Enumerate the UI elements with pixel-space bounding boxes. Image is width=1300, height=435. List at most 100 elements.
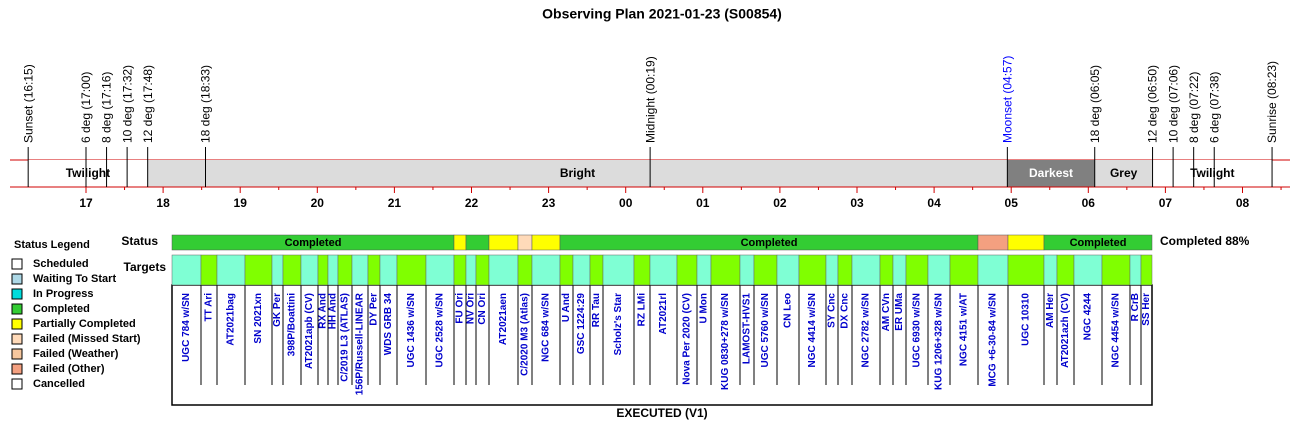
- target-name: C/2019 L3 (ATLAS): [340, 293, 351, 382]
- target-cell: [317, 254, 329, 286]
- target-name: TT Ari: [204, 293, 215, 322]
- target-name: AM CVn: [881, 293, 892, 331]
- target-name: C/2020 M3 (Atlas): [520, 293, 531, 376]
- band: [1094, 160, 1153, 187]
- legend-swatch: [11, 288, 23, 300]
- hour-label: 19: [234, 196, 248, 210]
- target-name: UGC 1436 w/SN: [406, 293, 417, 367]
- legend-swatch: [11, 333, 23, 345]
- target-cell: [798, 254, 827, 286]
- target-name: 156P/Russell-LINEAR: [355, 292, 366, 395]
- target-name: UGC 5760 w/SN: [760, 293, 771, 367]
- target-name: GSC 1224:29: [576, 293, 587, 355]
- target-cell: [425, 254, 455, 286]
- target-cell: [559, 254, 574, 286]
- target-cell: [1101, 254, 1131, 286]
- target-name: FU Ori: [455, 293, 466, 324]
- target-name: DY Per: [369, 293, 380, 326]
- footer: EXECUTED (V1): [616, 406, 707, 420]
- target-cell: [282, 254, 302, 286]
- target-cell: [465, 254, 477, 286]
- event-label: 18 deg (18:33): [199, 65, 213, 143]
- status-text: Completed: [1070, 237, 1127, 249]
- hour-label: 05: [1005, 196, 1019, 210]
- status-segment: [1007, 234, 1045, 251]
- target-name: CN Leo: [783, 293, 794, 328]
- target-cell: [517, 254, 533, 286]
- target-cell: [244, 254, 273, 286]
- status-segment: [517, 234, 533, 251]
- target-cell: [825, 254, 839, 286]
- target-name: NV Ori: [466, 293, 477, 324]
- legend-label: Completed: [33, 303, 90, 315]
- event-label: Sunrise (08:23): [1265, 61, 1279, 143]
- hour-label: 20: [311, 196, 325, 210]
- target-cell: [1007, 254, 1045, 286]
- legend-label: In Progress: [33, 288, 94, 300]
- status-text: Completed: [285, 237, 342, 249]
- target-cell: [300, 254, 319, 286]
- target-cell: [633, 254, 651, 286]
- target-cell: [367, 254, 381, 286]
- target-cell: [949, 254, 979, 286]
- target-cell: [351, 254, 369, 286]
- target-cell: [710, 254, 741, 286]
- event-label: 10 deg (07:06): [1166, 65, 1180, 143]
- status-segment: [1043, 234, 1153, 251]
- status-text: Completed: [741, 237, 798, 249]
- band: [147, 160, 1008, 187]
- target-name: ER UMa: [894, 293, 905, 331]
- target-name: RX And: [318, 293, 329, 329]
- targets-label: Targets: [124, 260, 167, 274]
- target-name: SY Cnc: [827, 293, 838, 328]
- target-name: UGC 10310: [1021, 293, 1032, 346]
- target-name: NGC 684 w/SN: [541, 293, 552, 362]
- target-cell: [879, 254, 894, 286]
- target-cell: [327, 254, 339, 286]
- band: [1152, 160, 1273, 187]
- target-name: AT2021aen: [498, 293, 509, 345]
- target-name: NGC 2782 w/SN: [861, 293, 872, 367]
- event-label: Midnight (00:19): [643, 56, 657, 143]
- target-name: MCG +6-30-84 w/SN: [988, 293, 999, 387]
- status-label: Status: [121, 234, 158, 248]
- target-name: Scholz's Star: [613, 293, 624, 356]
- status-segment: [977, 234, 1009, 251]
- target-name: RR Tau: [591, 293, 602, 327]
- target-cell: [337, 254, 353, 286]
- target-name: NGC 4414 w/SN: [807, 293, 818, 367]
- target-cell: [171, 254, 202, 286]
- target-name: AM Her: [1045, 293, 1056, 328]
- target-name: R CrB: [1130, 293, 1141, 321]
- target-cell: [1140, 254, 1153, 286]
- hour-label: 17: [79, 196, 93, 210]
- event-label: 8 deg (07:22): [1187, 72, 1201, 143]
- status-segment: [531, 234, 561, 251]
- event-label: 10 deg (17:32): [120, 65, 134, 143]
- hour-label: 03: [850, 196, 864, 210]
- legend-swatch: [11, 273, 23, 285]
- legend-label: Failed (Missed Start): [33, 333, 141, 345]
- event-label: 12 deg (06:50): [1146, 65, 1160, 143]
- target-cell: [1043, 254, 1058, 286]
- target-cell: [837, 254, 853, 286]
- target-cell: [453, 254, 467, 286]
- status-segment: [465, 234, 490, 251]
- legend-label: Waiting To Start: [33, 273, 116, 285]
- target-name: NGC 4151 w/AT: [959, 293, 970, 366]
- status-segment: [453, 234, 467, 251]
- target-cell: [892, 254, 907, 286]
- legend-label: Cancelled: [33, 378, 85, 390]
- target-cell: [851, 254, 881, 286]
- target-name: Nova Per 2020 (CV): [682, 293, 693, 385]
- target-name: RZ LMi: [637, 293, 648, 327]
- band: [28, 160, 148, 187]
- band-label: Twilight: [66, 166, 110, 180]
- legend-label: Partially Completed: [33, 318, 136, 330]
- target-cell: [776, 254, 800, 286]
- target-name: SN 2021xn: [253, 293, 264, 344]
- legend-label: Scheduled: [33, 258, 89, 270]
- legend-swatch: [11, 348, 23, 360]
- hour-label: 01: [696, 196, 710, 210]
